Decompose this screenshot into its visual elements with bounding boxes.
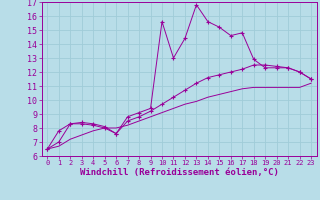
- X-axis label: Windchill (Refroidissement éolien,°C): Windchill (Refroidissement éolien,°C): [80, 168, 279, 177]
